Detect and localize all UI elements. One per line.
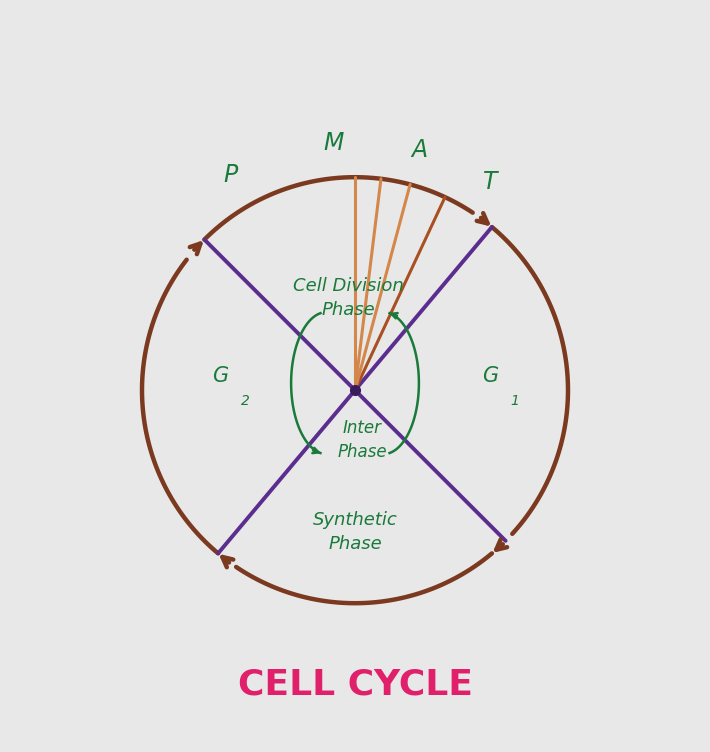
Text: G: G bbox=[482, 366, 498, 386]
Text: 2: 2 bbox=[241, 394, 249, 408]
Text: P: P bbox=[224, 163, 238, 187]
Text: A: A bbox=[411, 138, 427, 162]
Text: Inter
Phase: Inter Phase bbox=[337, 419, 387, 461]
Text: 1: 1 bbox=[510, 394, 519, 408]
Text: Cell Division
Phase: Cell Division Phase bbox=[293, 277, 403, 319]
Text: Synthetic
Phase: Synthetic Phase bbox=[312, 511, 398, 553]
Text: T: T bbox=[484, 170, 498, 194]
Text: M: M bbox=[323, 131, 344, 155]
Text: G: G bbox=[212, 366, 228, 386]
Text: CELL CYCLE: CELL CYCLE bbox=[238, 668, 472, 702]
